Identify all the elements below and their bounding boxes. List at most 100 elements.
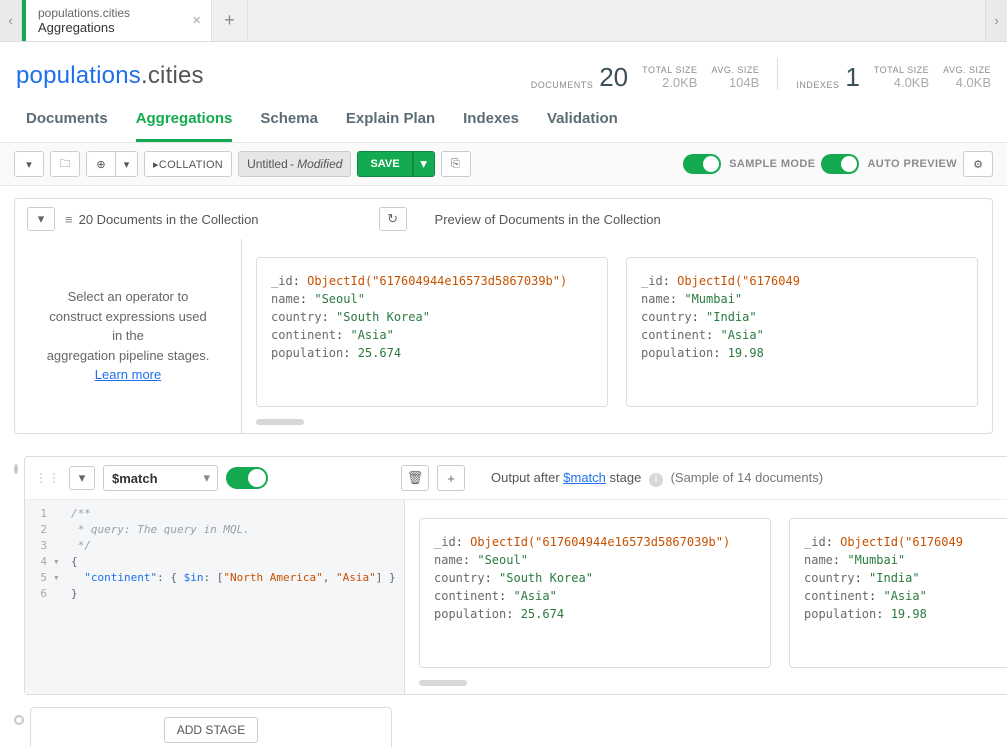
stage-operator-select[interactable]: $match [103, 465, 218, 491]
stage-gutter-dot [14, 464, 18, 474]
ops-help-line1: Select an operator to construct expressi… [49, 289, 207, 343]
plus-icon: + [447, 471, 455, 486]
source-preview-cards: _id: ObjectId("617604944e16573d5867039b"… [242, 239, 992, 415]
learn-more-link[interactable]: Learn more [95, 367, 161, 382]
stage-header: ⋮⋮ ▾ $match 🗑 + Output after $match stag… [25, 457, 1007, 500]
stage-output-cards: _id: ObjectId("617604944e16573d5867039b"… [405, 500, 1007, 676]
sample-mode-label: SAMPLE MODE [729, 158, 815, 170]
section-tabs: Documents Aggregations Schema Explain Pl… [0, 100, 1007, 143]
gear-icon: ⚙ [973, 158, 983, 171]
stage-operator-link[interactable]: $match [563, 470, 606, 485]
auto-preview-toggle[interactable] [821, 154, 859, 174]
collation-button[interactable]: ▸COLLATION [144, 151, 232, 177]
info-icon[interactable]: i [649, 473, 663, 487]
tabstrip-spacer [248, 0, 985, 41]
stats-separator [777, 58, 778, 90]
collection-tab[interactable]: populations.cities Aggregations × [22, 0, 212, 41]
refresh-button[interactable]: ↻ [379, 207, 407, 231]
tab-documents[interactable]: Documents [26, 100, 108, 142]
document-card: _id: ObjectId("617604944e16573d5867039b"… [256, 257, 608, 407]
tab-title: Aggregations [38, 20, 197, 35]
total-size: 2.0KB [662, 75, 697, 90]
export-icon: ⎘ [451, 158, 460, 171]
collection-name: cities [148, 62, 204, 89]
auto-preview-label: AUTO PREVIEW [867, 158, 957, 170]
add-stage-panel: ADD STAGE [30, 707, 392, 747]
stage-output-label: Output after $match stage i (Sample of 1… [491, 470, 823, 487]
idx-total-size-label: TOTAL SIZE [874, 65, 929, 75]
plus-circle-icon: ⊕ [96, 158, 105, 171]
save-caret[interactable]: ▾ [413, 151, 435, 177]
new-tab-button[interactable]: + [212, 0, 248, 41]
tab-aggregations[interactable]: Aggregations [136, 100, 233, 142]
modified-indicator: - Modified [290, 157, 343, 171]
aggregation-toolbar: ▾ 🗀 ⊕ ▾ ▸COLLATION Untitled- Modified SA… [0, 143, 1007, 186]
tab-validation[interactable]: Validation [547, 100, 618, 142]
indexes-label: INDEXES [796, 80, 839, 90]
sample-mode-toggle[interactable] [683, 154, 721, 174]
indexes-count: 1 [845, 64, 859, 90]
document-count: ≡ 20 Documents in the Collection [65, 212, 259, 227]
tabstrip: ‹ populations.cities Aggregations × + › [0, 0, 1007, 42]
new-pipeline-button[interactable]: ⊕ [86, 151, 116, 177]
pipeline-name: Untitled- Modified [238, 151, 351, 177]
fold-gutter: ▾▾ [53, 500, 63, 694]
tabs-scroll-left[interactable]: ‹ [0, 0, 22, 41]
stage-enabled-toggle[interactable] [226, 467, 268, 489]
document-card: _id: ObjectId("6176049 name: "Mumbai" co… [789, 518, 1007, 668]
save-button[interactable]: SAVE [357, 151, 412, 177]
close-icon[interactable]: × [192, 12, 201, 29]
add-stage-button[interactable]: ADD STAGE [164, 717, 258, 743]
document-count-text: 20 Documents in the Collection [79, 212, 259, 227]
pipeline-name-text: Untitled [247, 157, 288, 171]
idx-avg-size-label: AVG. SIZE [943, 65, 991, 75]
documents-count: 20 [599, 64, 628, 90]
documents-label: DOCUMENTS [531, 80, 594, 90]
operator-help: Select an operator to construct expressi… [15, 239, 242, 433]
toggle-panel-button[interactable]: ▾ [14, 151, 44, 177]
trash-icon: 🗑 [407, 470, 424, 486]
tab-explain-plan[interactable]: Explain Plan [346, 100, 435, 142]
stage-panel: ⋮⋮ ▾ $match 🗑 + Output after $match stag… [24, 456, 1007, 695]
database-icon: ≡ [65, 212, 73, 227]
drag-handle-icon[interactable]: ⋮⋮ [35, 471, 61, 485]
pipeline-canvas: ▾ ≡ 20 Documents in the Collection ↻ Pre… [0, 186, 1007, 747]
refresh-icon: ↻ [387, 211, 398, 227]
stage-collapse-button[interactable]: ▾ [69, 466, 95, 490]
add-stage-row: ADD STAGE [14, 707, 993, 747]
source-panel-header: ▾ ≡ 20 Documents in the Collection ↻ Pre… [15, 199, 992, 239]
document-card: _id: ObjectId("6176049 name: "Mumbai" co… [626, 257, 978, 407]
open-folder-button[interactable]: 🗀 [50, 151, 80, 177]
idx-total-size: 4.0KB [894, 75, 929, 90]
new-pipeline-caret[interactable]: ▾ [116, 151, 138, 177]
idx-avg-size: 4.0KB [956, 75, 991, 90]
settings-button[interactable]: ⚙ [963, 151, 993, 177]
ops-help-line2: aggregation pipeline stages. [47, 348, 210, 363]
sample-count: (Sample of 14 documents) [671, 470, 823, 485]
tabs-scroll-right[interactable]: › [985, 0, 1007, 41]
tab-schema[interactable]: Schema [260, 100, 318, 142]
stage-gutter-dot [14, 715, 24, 725]
collection-stats: DOCUMENTS 20 TOTAL SIZE 2.0KB AVG. SIZE … [531, 58, 991, 90]
namespace: populations.cities [16, 62, 204, 90]
document-card: _id: ObjectId("617604944e16573d5867039b"… [419, 518, 771, 668]
tab-indexes[interactable]: Indexes [463, 100, 519, 142]
source-panel: ▾ ≡ 20 Documents in the Collection ↻ Pre… [14, 198, 993, 434]
horizontal-scrollbar[interactable] [419, 680, 467, 686]
stage-editor[interactable]: 123456 ▾▾ /** * query: The query in MQL.… [25, 500, 405, 694]
collection-header: populations.cities DOCUMENTS 20 TOTAL SI… [0, 42, 1007, 100]
horizontal-scrollbar[interactable] [256, 419, 304, 425]
code-content[interactable]: /** * query: The query in MQL. */ { "con… [63, 500, 404, 694]
db-name: populations [16, 62, 141, 89]
save-group: SAVE ▾ [357, 151, 434, 177]
source-collapse-button[interactable]: ▾ [27, 207, 55, 231]
add-stage-after-button[interactable]: + [437, 465, 465, 491]
export-button[interactable]: ⎘ [441, 151, 471, 177]
folder-icon: 🗀 [60, 155, 71, 174]
delete-stage-button[interactable]: 🗑 [401, 465, 429, 491]
avg-size-label: AVG. SIZE [711, 65, 759, 75]
line-numbers: 123456 [25, 500, 53, 694]
preview-title: Preview of Documents in the Collection [435, 212, 661, 227]
avg-size: 104B [729, 75, 759, 90]
tab-subtitle: populations.cities [38, 6, 197, 20]
